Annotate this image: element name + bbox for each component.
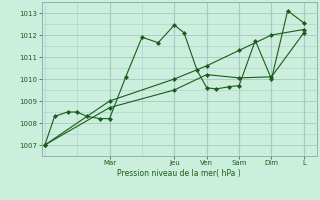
X-axis label: Pression niveau de la mer( hPa ): Pression niveau de la mer( hPa ) — [117, 169, 241, 178]
